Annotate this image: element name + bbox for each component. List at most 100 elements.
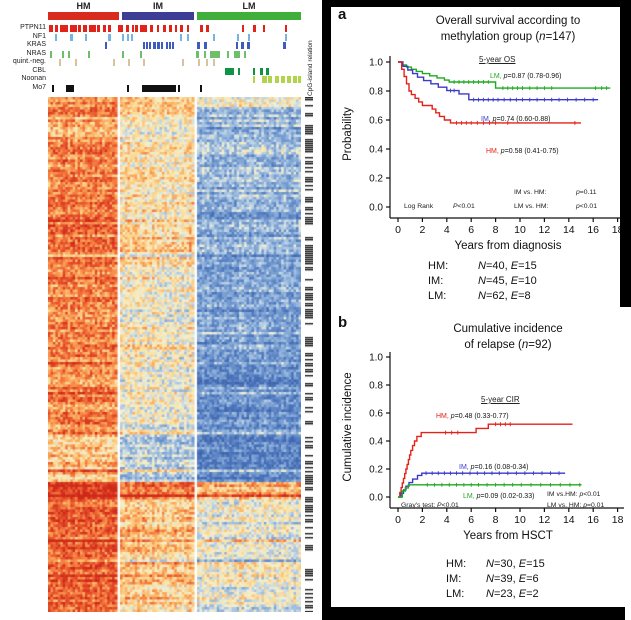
svg-text:0.0: 0.0: [369, 493, 383, 504]
svg-text:18: 18: [612, 514, 624, 526]
n-events-row: IM: N=39, E=6: [446, 572, 545, 587]
svg-text:10: 10: [514, 514, 526, 526]
panel-b-title-line1: Cumulative incidence: [453, 323, 563, 335]
track-mark: [105, 42, 107, 49]
track-mark: [253, 67, 255, 75]
svg-text:8: 8: [493, 514, 499, 526]
svg-text:6: 6: [468, 514, 474, 526]
track-mark: [143, 59, 145, 66]
track-mark: [146, 42, 148, 49]
panel-a-label: a: [338, 6, 347, 23]
group-label-im: IM: [153, 1, 163, 11]
track-mark: [135, 25, 138, 32]
track-mark: [244, 50, 246, 58]
track-mark: [161, 42, 163, 49]
svg-text:1.0: 1.0: [369, 58, 383, 69]
n-events-group-label: IM:: [428, 274, 444, 287]
track-mark: [225, 67, 234, 75]
track-mark: [143, 42, 145, 49]
track-mark: [142, 84, 176, 92]
svg-text:Probability: Probability: [342, 107, 354, 161]
track-mark: [283, 42, 286, 49]
group-bar-lm: [197, 12, 301, 20]
methylation-heatmap-panel: HM IM LM PTPN11 NF1 KRAS NRAS quint.-neg. CBL No…: [13, 1, 314, 612]
panel-b-title: Cumulative incidence of relapse (n=92): [388, 322, 628, 353]
track-mark: [196, 50, 199, 58]
panel-b-grays-test: Gray's test: P<0.01: [401, 502, 459, 509]
svg-text:0: 0: [395, 224, 401, 236]
track-mark: [242, 25, 244, 32]
panel-a-im-curve-label: IM, p=0.74 (0.60-0.88): [481, 116, 551, 123]
n-events-value: N=62, E=8: [478, 289, 531, 302]
track-mark: [89, 25, 96, 32]
track-mark: [70, 25, 77, 32]
track-mark: [204, 42, 207, 49]
track-mark: [180, 33, 182, 41]
track-mark: [122, 50, 124, 58]
track-mark: [213, 59, 215, 66]
track-mark: [172, 42, 174, 49]
svg-text:0.2: 0.2: [369, 174, 383, 185]
track-mark: [206, 25, 209, 32]
svg-text:0.2: 0.2: [369, 465, 383, 476]
track-mark: [266, 67, 269, 75]
svg-text:6: 6: [468, 224, 474, 236]
group-bar-im: [122, 12, 194, 20]
n-events-row: LM: N=62, E=8: [428, 289, 537, 304]
track-label-cbl: CBL: [32, 66, 46, 74]
svg-text:4: 4: [444, 224, 450, 236]
panel-frame-top: [322, 0, 628, 7]
track-mark: [122, 33, 124, 41]
track-mark: [298, 76, 301, 83]
track-mark: [197, 42, 200, 49]
track-mark: [262, 76, 267, 83]
panel-frame-left: [322, 0, 331, 620]
n-events-group-label: LM:: [446, 587, 465, 600]
track-mark: [108, 33, 111, 41]
cpg-island-relation-label: CpG-island relation: [307, 40, 314, 96]
svg-text:2: 2: [419, 224, 425, 236]
track-mark: [128, 59, 130, 66]
panel-b-lm-vs-hm-value: p=0.01: [583, 502, 605, 509]
svg-text:Cumulative incidence: Cumulative incidence: [342, 372, 354, 481]
panel-frame-right: [620, 0, 631, 307]
track-mark: [85, 33, 87, 41]
svg-text:10: 10: [514, 224, 526, 236]
track-mark: [157, 25, 159, 32]
track-mark: [206, 59, 208, 66]
svg-text:4: 4: [444, 514, 450, 526]
svg-text:0.8: 0.8: [369, 381, 383, 392]
n-events-row: HM: N=30, E=15: [446, 557, 545, 572]
group-bar-hm: [48, 12, 119, 20]
n-events-row: IM: N=45, E=10: [428, 274, 537, 289]
panel-a-title: Overall survival according to methylatio…: [388, 14, 628, 45]
track-mark: [247, 42, 250, 49]
n-events-value: N=40, E=15: [478, 260, 537, 272]
n-events-value: N=23, E=2: [486, 587, 539, 600]
track-mark: [55, 33, 57, 41]
panel-a-im-vs-hm-label: IM vs. HM:: [514, 189, 547, 196]
track-mark: [70, 33, 73, 41]
n-events-value: N=30, E=15: [486, 558, 545, 570]
track-mark: [213, 33, 215, 41]
panel-frame-bottom: [329, 607, 625, 620]
panel-b-lm-vs-hm: LM vs. HM: p=0.01: [547, 502, 604, 509]
track-mark: [293, 76, 297, 83]
n-events-group-label: IM:: [446, 572, 462, 585]
svg-text:Years from HSCT: Years from HSCT: [463, 530, 553, 542]
track-mark: [88, 50, 90, 58]
svg-text:12: 12: [539, 224, 551, 236]
track-mark: [52, 84, 54, 92]
track-mark: [60, 25, 68, 32]
panel-a-logrank-value: P<0.01: [453, 203, 475, 210]
track-mark: [78, 25, 81, 32]
track-mark: [227, 50, 229, 58]
track-mark: [140, 50, 142, 58]
track-mark: [263, 25, 265, 32]
track-mark: [200, 25, 203, 32]
svg-text:Years from diagnosis: Years from diagnosis: [455, 240, 562, 252]
panel-a-logrank-label: Log Rank: [404, 203, 434, 210]
track-mark: [103, 25, 106, 32]
track-mark: [187, 25, 189, 32]
